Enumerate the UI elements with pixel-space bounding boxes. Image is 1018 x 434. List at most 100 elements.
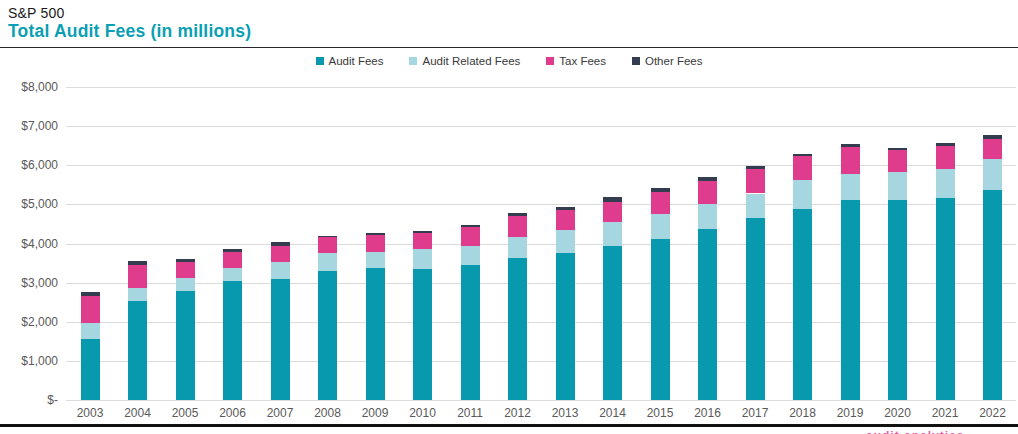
- legend-swatch-tax-fees: [546, 57, 554, 65]
- legend-swatch-other-fees: [632, 57, 640, 65]
- x-tick-label-2018: 2018: [779, 406, 827, 420]
- report-page: S&P 500 Total Audit Fees (in millions) A…: [0, 0, 1018, 434]
- bar-segment-tax-fees-2010: [413, 233, 432, 249]
- x-tick-label-2005: 2005: [161, 406, 209, 420]
- bar-segment-audit-related-fees-2004: [128, 288, 147, 301]
- bar-segment-audit-related-fees-2012: [508, 237, 527, 258]
- audit-analytics-watermark: audit analytics: [866, 429, 996, 434]
- bar-segment-other-fees-2017: [746, 166, 765, 170]
- x-tick-label-2016: 2016: [684, 406, 732, 420]
- x-tick-label-2015: 2015: [636, 406, 684, 420]
- bar-segment-audit-fees-2017: [746, 218, 765, 400]
- bar-segment-audit-related-fees-2003: [81, 323, 100, 339]
- legend-label-tax-fees: Tax Fees: [559, 55, 606, 67]
- legend: Audit Fees Audit Related Fees Tax Fees Othe…: [0, 54, 1018, 68]
- bar-segment-audit-related-fees-2007: [271, 262, 290, 279]
- x-tick-label-2021: 2021: [921, 406, 969, 420]
- bar-segment-audit-related-fees-2009: [366, 252, 385, 268]
- bar-segment-audit-fees-2005: [176, 291, 195, 401]
- bar-segment-audit-related-fees-2014: [603, 222, 622, 246]
- gridline-4000: [66, 244, 1016, 245]
- bar-segment-tax-fees-2020: [888, 150, 907, 172]
- bar-segment-audit-fees-2008: [318, 271, 337, 400]
- gridline-1000: [66, 361, 1016, 362]
- bar-segment-tax-fees-2008: [318, 237, 337, 253]
- bar-segment-other-fees-2005: [176, 259, 195, 262]
- bar-segment-other-fees-2003: [81, 292, 100, 296]
- bar-segment-tax-fees-2017: [746, 169, 765, 193]
- bottom-divider: [0, 424, 1018, 427]
- bar-segment-other-fees-2007: [271, 242, 290, 246]
- y-tick-label-3000: $3,000: [2, 276, 58, 290]
- bar-segment-audit-related-fees-2013: [556, 230, 575, 254]
- legend-label-other-fees: Other Fees: [645, 55, 703, 67]
- bar-segment-audit-related-fees-2011: [461, 246, 480, 265]
- gridline-7000: [66, 126, 1016, 127]
- bar-segment-tax-fees-2021: [936, 146, 955, 170]
- bar-segment-audit-fees-2021: [936, 198, 955, 400]
- bar-segment-other-fees-2008: [318, 236, 337, 238]
- legend-item-audit-related-fees: Audit Related Fees: [409, 55, 520, 67]
- bar-segment-other-fees-2019: [841, 144, 860, 146]
- bar-segment-audit-fees-2006: [223, 281, 242, 400]
- bar-segment-tax-fees-2013: [556, 210, 575, 230]
- x-tick-label-2012: 2012: [494, 406, 542, 420]
- y-tick-label-8000: $8,000: [2, 80, 58, 94]
- y-tick-label-0: $-: [2, 393, 58, 407]
- bar-segment-other-fees-2006: [223, 249, 242, 252]
- bar-segment-audit-related-fees-2018: [793, 180, 812, 209]
- bar-segment-other-fees-2014: [603, 197, 622, 202]
- x-tick-label-2008: 2008: [304, 406, 352, 420]
- bar-segment-audit-fees-2018: [793, 209, 812, 400]
- y-tick-label-5000: $5,000: [2, 197, 58, 211]
- gridline-5000: [66, 204, 1016, 205]
- bar-segment-tax-fees-2014: [603, 202, 622, 223]
- bar-segment-audit-fees-2004: [128, 301, 147, 400]
- bar-segment-audit-fees-2020: [888, 200, 907, 400]
- y-tick-label-1000: $1,000: [2, 354, 58, 368]
- header-divider: [0, 47, 1018, 48]
- bar-segment-other-fees-2013: [556, 207, 575, 210]
- bar-segment-other-fees-2012: [508, 213, 527, 216]
- x-tick-label-2011: 2011: [446, 406, 494, 420]
- bar-segment-audit-fees-2011: [461, 265, 480, 400]
- bar-segment-audit-related-fees-2015: [651, 214, 670, 239]
- bar-segment-other-fees-2022: [983, 135, 1002, 139]
- bar-segment-other-fees-2015: [651, 188, 670, 192]
- gridline-8000: [66, 87, 1016, 88]
- bar-segment-other-fees-2011: [461, 225, 480, 227]
- y-tick-label-2000: $2,000: [2, 315, 58, 329]
- bar-segment-tax-fees-2015: [651, 192, 670, 214]
- bar-segment-other-fees-2010: [413, 231, 432, 233]
- bar-segment-audit-related-fees-2010: [413, 249, 432, 269]
- legend-item-other-fees: Other Fees: [632, 55, 703, 67]
- gridline-6000: [66, 165, 1016, 166]
- x-tick-label-2009: 2009: [351, 406, 399, 420]
- bar-segment-audit-related-fees-2017: [746, 194, 765, 219]
- bar-segment-audit-fees-2022: [983, 190, 1002, 400]
- x-tick-label-2019: 2019: [826, 406, 874, 420]
- legend-swatch-audit-related-fees: [409, 57, 417, 65]
- bar-segment-audit-related-fees-2008: [318, 253, 337, 271]
- x-tick-label-2007: 2007: [256, 406, 304, 420]
- bar-segment-audit-related-fees-2019: [841, 174, 860, 200]
- x-tick-label-2004: 2004: [114, 406, 162, 420]
- x-tick-label-2020: 2020: [874, 406, 922, 420]
- bar-segment-tax-fees-2018: [793, 156, 812, 180]
- legend-label-audit-related-fees: Audit Related Fees: [422, 55, 520, 67]
- bar-segment-other-fees-2009: [366, 233, 385, 235]
- y-tick-label-7000: $7,000: [2, 119, 58, 133]
- legend-item-audit-fees: Audit Fees: [316, 55, 384, 67]
- bar-segment-tax-fees-2016: [698, 181, 717, 205]
- bar-segment-audit-fees-2012: [508, 258, 527, 400]
- bar-segment-tax-fees-2009: [366, 235, 385, 251]
- bar-segment-other-fees-2016: [698, 177, 717, 181]
- bar-segment-audit-fees-2015: [651, 239, 670, 400]
- bar-segment-tax-fees-2011: [461, 227, 480, 246]
- bar-segment-audit-fees-2010: [413, 269, 432, 400]
- bar-segment-other-fees-2020: [888, 148, 907, 150]
- bar-segment-tax-fees-2006: [223, 252, 242, 268]
- bar-segment-tax-fees-2012: [508, 216, 527, 238]
- chart-kicker: S&P 500: [8, 5, 64, 21]
- x-tick-label-2003: 2003: [66, 406, 114, 420]
